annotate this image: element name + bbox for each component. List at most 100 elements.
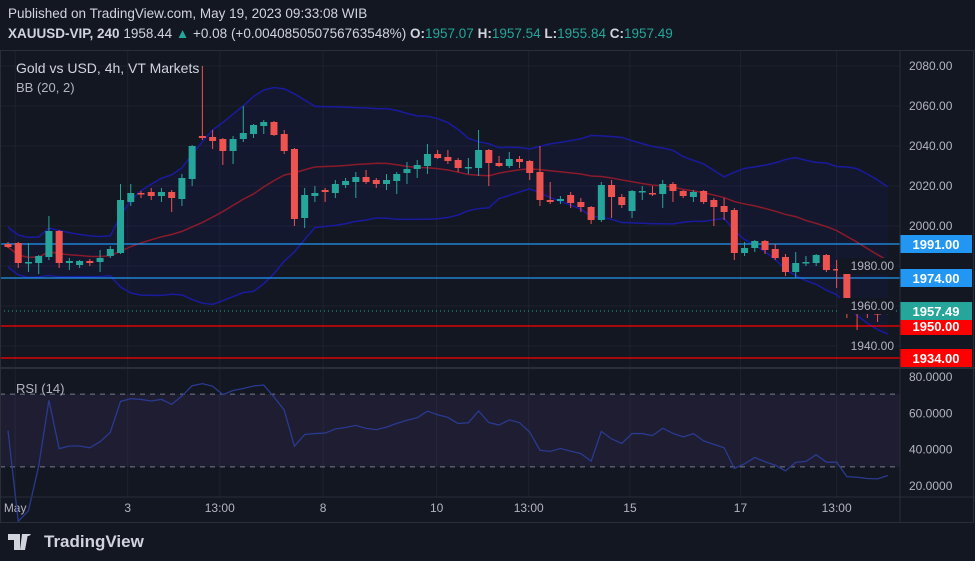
candle-body xyxy=(383,180,391,184)
candle xyxy=(689,190,697,202)
candle xyxy=(178,174,186,206)
rsi-legend: RSI (14) xyxy=(16,381,65,396)
candle xyxy=(485,149,493,186)
candle-body xyxy=(628,191,636,211)
candle xyxy=(567,192,575,208)
candle xyxy=(648,186,656,196)
candle xyxy=(168,190,176,212)
candle xyxy=(24,243,32,272)
chart-title: Gold vs USD, 4h, VT Markets xyxy=(16,60,200,76)
candle-body xyxy=(444,157,452,161)
price-label-badge xyxy=(900,235,972,253)
candle xyxy=(35,255,43,274)
candle-body xyxy=(403,169,411,173)
candle-body xyxy=(434,154,442,158)
candle-body xyxy=(638,191,646,193)
candle xyxy=(239,106,247,142)
candle-body xyxy=(178,178,186,199)
candle xyxy=(475,130,483,176)
candle-body xyxy=(761,241,769,250)
bb-legend: BB (20, 2) xyxy=(16,80,75,95)
candle xyxy=(638,186,646,200)
candle xyxy=(352,172,360,198)
tradingview-logo[interactable]: TradingView xyxy=(8,532,144,552)
rsi-tick-label: 80.0000 xyxy=(909,370,953,384)
candle xyxy=(127,184,135,206)
candle xyxy=(444,150,452,164)
bb-basis xyxy=(7,162,889,262)
candle xyxy=(383,174,391,190)
candle-body xyxy=(833,269,841,271)
candle-body xyxy=(710,200,718,207)
x-tick-label: 3 xyxy=(124,501,131,515)
candle-body xyxy=(342,181,350,185)
candle-body xyxy=(741,248,749,253)
rsi-tick-label: 60.0000 xyxy=(909,406,953,420)
candle xyxy=(792,252,800,278)
bb-lower-band xyxy=(7,188,889,335)
candle xyxy=(229,136,237,164)
candle-body xyxy=(669,184,677,191)
candle-body xyxy=(700,191,708,202)
candle-body xyxy=(239,133,247,139)
y-tick-label: 2020.00 xyxy=(909,179,953,193)
candle-body xyxy=(301,195,309,218)
candle-body xyxy=(802,262,810,264)
candle xyxy=(516,156,523,168)
open-label: O: xyxy=(410,26,425,41)
y-tick-label-background xyxy=(838,298,896,314)
candle-body xyxy=(751,241,759,248)
candle xyxy=(342,178,350,188)
candle xyxy=(781,254,789,276)
candle xyxy=(546,182,554,204)
candle xyxy=(730,208,738,260)
candle-body xyxy=(65,261,73,263)
candle-body xyxy=(4,244,12,247)
candle xyxy=(14,242,22,268)
candle-body xyxy=(14,243,22,263)
candle-body xyxy=(290,149,298,219)
candle xyxy=(219,138,227,165)
candle xyxy=(577,198,585,212)
last-price-badge xyxy=(900,302,972,321)
up-triangle-icon: ▲ xyxy=(175,26,190,41)
candle-body xyxy=(219,139,227,151)
candle-body xyxy=(822,255,830,270)
candle-body xyxy=(127,193,135,202)
candle xyxy=(556,196,564,204)
candle-body xyxy=(270,122,278,135)
candle xyxy=(741,242,749,256)
candle-body xyxy=(792,263,800,272)
candle-body xyxy=(464,167,472,169)
rsi-tick-label: 20.0000 xyxy=(909,479,953,493)
candle xyxy=(86,259,94,266)
candle-body xyxy=(781,257,789,272)
candle xyxy=(45,216,53,260)
candle-body xyxy=(516,159,523,162)
candle xyxy=(147,188,155,200)
candle xyxy=(290,148,298,226)
bb-fill xyxy=(8,87,888,335)
candle-body xyxy=(567,195,575,203)
candle-body xyxy=(45,231,53,257)
candle xyxy=(659,180,667,208)
y-tick-label: 1940.00 xyxy=(851,339,895,353)
y-tick-label: 1960.00 xyxy=(851,299,895,313)
candle xyxy=(608,180,616,218)
candle-body xyxy=(229,139,237,151)
candle xyxy=(812,254,820,266)
candle-body xyxy=(843,271,851,307)
candle xyxy=(250,124,258,138)
candle xyxy=(413,160,421,178)
candle-body xyxy=(137,193,145,195)
candle xyxy=(372,178,380,188)
last-price: 1958.44 xyxy=(123,26,173,41)
candle xyxy=(280,130,288,154)
candle-body xyxy=(372,180,380,184)
candle xyxy=(76,260,84,268)
price-level-label: 1991.00 xyxy=(913,237,960,252)
candle-body xyxy=(311,193,319,196)
published-line: Published on TradingView.com, May 19, 20… xyxy=(8,6,368,21)
candle-body xyxy=(597,185,605,220)
